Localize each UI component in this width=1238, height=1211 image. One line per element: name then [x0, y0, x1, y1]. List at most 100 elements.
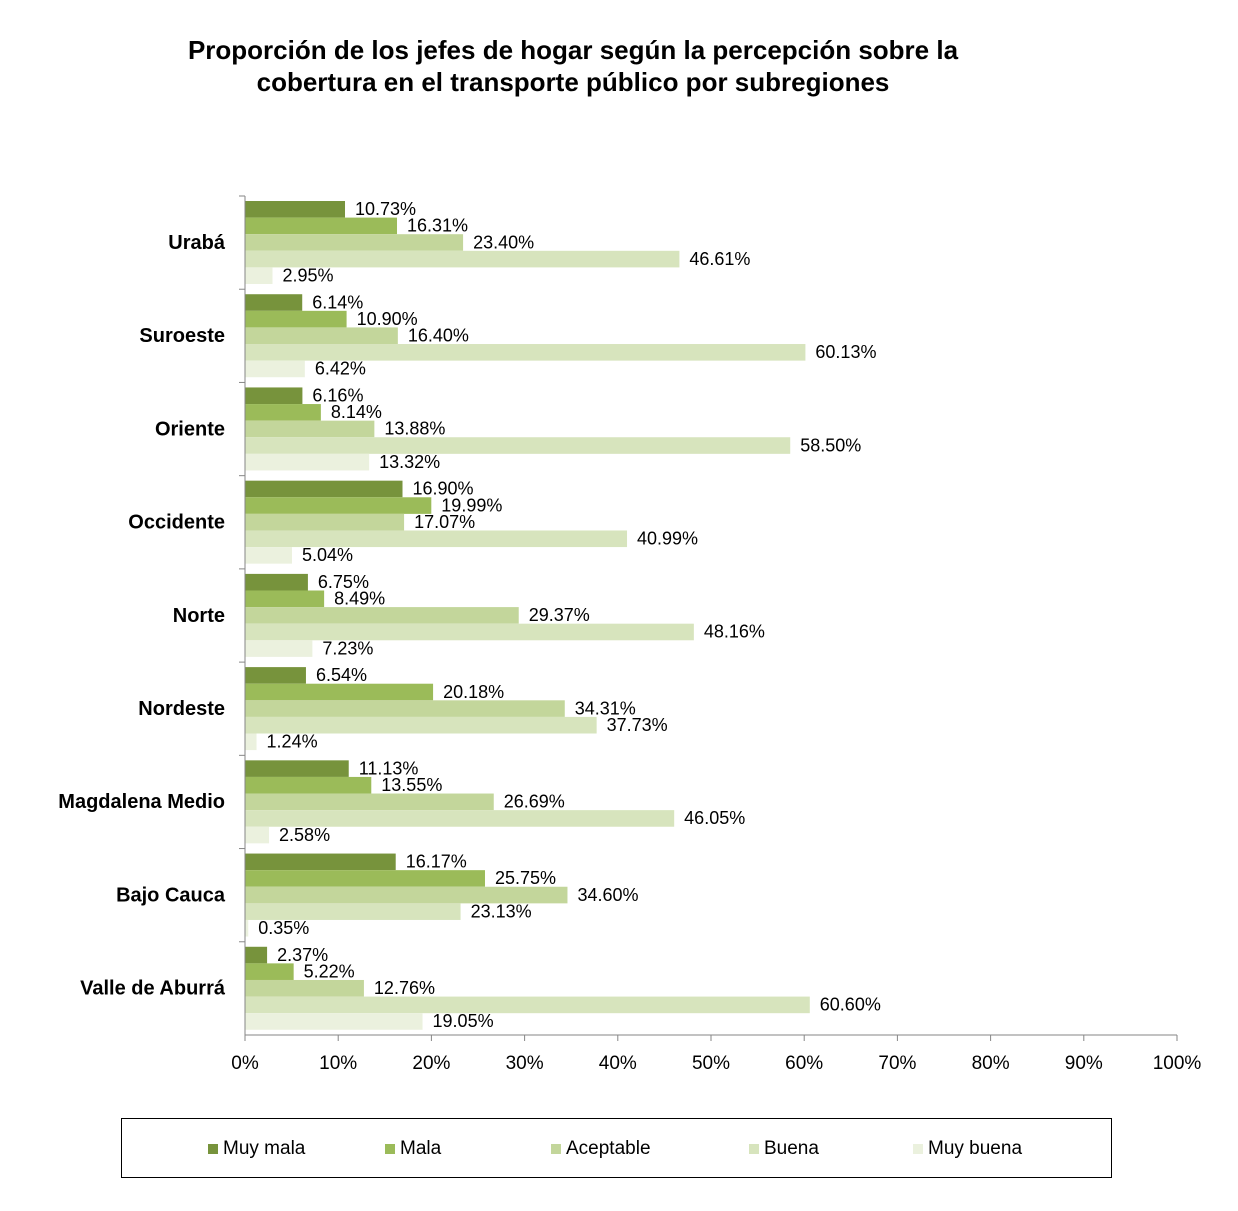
data-label: 19.99% [441, 495, 502, 515]
bar [245, 497, 432, 514]
category-label: Norte [173, 605, 225, 627]
legend-swatch [208, 1144, 218, 1154]
data-label: 2.37% [277, 945, 328, 965]
legend-label: Muy mala [223, 1138, 306, 1159]
x-tick-label: 30% [506, 1053, 544, 1074]
chart-legend: Muy mala Mala Aceptable Buena Muy buena [121, 1118, 1112, 1178]
data-label: 13.32% [379, 452, 440, 472]
legend-swatch [385, 1144, 395, 1154]
data-label: 34.60% [577, 885, 638, 905]
x-tick-label: 10% [319, 1053, 357, 1074]
bar [245, 640, 313, 657]
bar [245, 683, 434, 701]
legend-item: Muy mala [208, 1138, 306, 1159]
bar [245, 870, 485, 887]
bar [245, 826, 270, 844]
bar [245, 733, 257, 751]
bar [245, 623, 694, 641]
data-label: 16.90% [413, 479, 474, 499]
legend-swatch [913, 1144, 923, 1154]
bar [245, 453, 370, 471]
data-label: 58.50% [800, 435, 861, 455]
legend-item: Mala [385, 1138, 442, 1159]
data-label: 8.14% [331, 402, 382, 422]
data-label: 2.95% [282, 265, 333, 285]
bar [245, 530, 628, 548]
bar-chart: 10.73%16.31%23.40%46.61%2.95%Urabá6.14%1… [58, 195, 1202, 1074]
bar [245, 810, 675, 827]
data-label: 10.73% [355, 199, 416, 219]
bar [245, 1013, 423, 1030]
bar [245, 793, 494, 811]
bar [245, 294, 303, 311]
bar [245, 946, 268, 964]
data-label: 34.31% [575, 698, 636, 718]
category-label: Magdalena Medio [58, 791, 225, 813]
bar [245, 217, 398, 235]
x-tick-label: 70% [878, 1053, 916, 1074]
x-tick-label: 90% [1065, 1053, 1103, 1074]
bar [245, 387, 303, 405]
data-label: 46.05% [684, 808, 745, 828]
data-label: 23.13% [471, 901, 532, 921]
legend-item: Muy buena [913, 1138, 1023, 1159]
data-label: 12.76% [374, 978, 435, 998]
category-label: Suroeste [139, 325, 225, 347]
bar [245, 310, 347, 328]
data-label: 26.69% [504, 792, 565, 812]
bar [245, 760, 349, 777]
data-label: 40.99% [637, 529, 698, 549]
bar [245, 716, 597, 734]
data-label: 60.60% [820, 995, 881, 1015]
category-label: Valle de Aburrá [80, 978, 226, 1000]
data-label: 29.37% [529, 605, 590, 625]
data-label: 2.58% [279, 825, 330, 845]
x-tick-label: 20% [412, 1053, 450, 1074]
legend-swatch [551, 1144, 561, 1154]
legend-label: Mala [400, 1138, 442, 1159]
data-label: 6.16% [312, 385, 363, 405]
bar [245, 327, 398, 345]
x-tick-label: 100% [1153, 1053, 1202, 1074]
data-label: 60.13% [815, 342, 876, 362]
data-label: 17.07% [414, 512, 475, 532]
bar [245, 344, 806, 361]
bar [245, 480, 403, 498]
data-label: 16.40% [408, 325, 469, 345]
bar [245, 513, 405, 531]
x-tick-label: 80% [972, 1053, 1010, 1074]
data-label: 23.40% [473, 232, 534, 252]
bar [245, 250, 680, 268]
category-label: Nordeste [138, 698, 225, 720]
bar [245, 996, 810, 1014]
data-label: 6.54% [316, 665, 367, 685]
data-label: 0.35% [258, 918, 309, 938]
bar [245, 667, 306, 684]
legend-label: Buena [764, 1138, 819, 1159]
bar [245, 607, 519, 624]
bar [245, 903, 461, 920]
data-label: 16.17% [406, 852, 467, 872]
legend-swatch [749, 1144, 759, 1154]
bar [245, 886, 568, 904]
data-label: 5.04% [302, 545, 353, 565]
bar [245, 360, 305, 378]
bar [245, 420, 375, 438]
category-label: Bajo Cauca [116, 884, 226, 906]
data-label: 6.75% [318, 572, 369, 592]
bar [245, 234, 464, 251]
data-label: 25.75% [495, 868, 556, 888]
bar [245, 853, 396, 871]
data-label: 19.05% [433, 1011, 494, 1031]
data-label: 16.31% [407, 216, 468, 236]
legend-label: Muy buena [928, 1138, 1023, 1159]
data-label: 37.73% [607, 715, 668, 735]
category-label: Occidente [128, 512, 225, 534]
bar [245, 590, 325, 608]
bar [245, 979, 364, 997]
x-tick-label: 50% [692, 1053, 730, 1074]
data-label: 11.13% [359, 758, 419, 778]
data-label: 1.24% [267, 732, 318, 752]
bar [245, 404, 321, 421]
data-label: 6.42% [315, 359, 366, 379]
